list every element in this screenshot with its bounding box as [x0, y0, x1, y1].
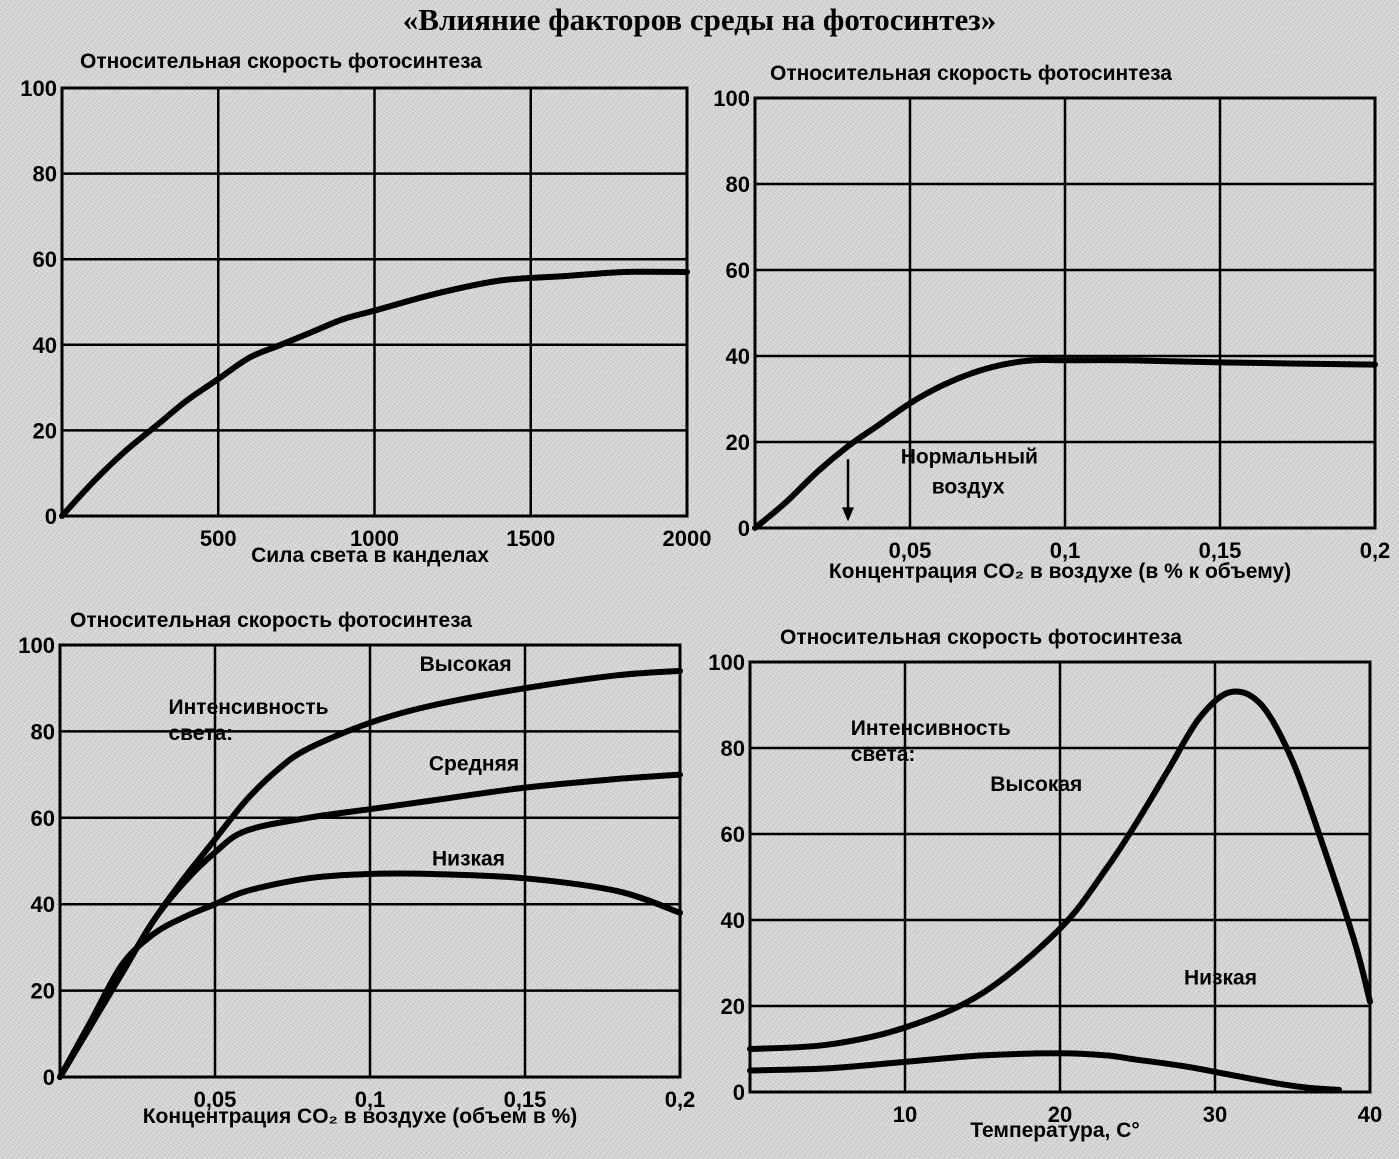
y-tick-label: 60 [31, 806, 55, 831]
y-tick-label: 60 [721, 822, 745, 847]
y-tick-label: 80 [31, 719, 55, 744]
series-line-1 [57, 771, 683, 1080]
x-tick-label: 1000 [350, 526, 399, 551]
y-tick-label: 100 [18, 633, 55, 658]
annotation-label: Высокая [420, 653, 512, 676]
annotation-label: света: [851, 743, 916, 766]
x-axis-label: Концентрация CO₂ в воздухе (объем в %) [143, 1105, 578, 1128]
x-tick-label: 0,1 [1050, 538, 1081, 563]
plot-frame [58, 643, 682, 1079]
y-tick-label: 40 [726, 344, 750, 369]
chart-temperature: Относительная скорость фотосинтеза 0 20 40 6… [708, 626, 1382, 1142]
x-axis-label: Концентрация CO₂ в воздухе (в % к объему… [829, 560, 1291, 583]
annotation-label: Интенсивность [169, 696, 329, 719]
x-axis-label: Сила света в канделах [251, 544, 489, 567]
y-tick-label: 60 [726, 258, 750, 283]
y-tick-label: 80 [33, 162, 57, 187]
series-line [59, 268, 690, 519]
x-tick-label: 40 [1358, 1102, 1382, 1127]
annotation-label: Высокая [990, 773, 1082, 796]
plot-frame [60, 86, 689, 518]
x-tick-label: 0,05 [194, 1087, 237, 1112]
annotation-label: Низкая [1184, 967, 1257, 990]
annotation-label: света: [169, 722, 234, 745]
y-tick-label: 20 [721, 994, 745, 1019]
series-line-0 [747, 688, 1373, 1052]
arrow-head-icon [842, 507, 854, 522]
y-tick-label: 20 [33, 418, 57, 443]
x-tick-label: 0,1 [355, 1087, 386, 1112]
y-tick-label: 40 [721, 908, 745, 933]
chart-title: Относительная скорость фотосинтеза [70, 609, 472, 632]
chart-light-intensity: Относительная скорость фотосинтеза 0 20 40 6… [20, 50, 711, 567]
annotation-label: Низкая [432, 847, 505, 870]
annotation-label: Средняя [429, 752, 519, 775]
y-tick-label: 20 [31, 979, 55, 1004]
series-line-1 [747, 1050, 1342, 1093]
y-tick-label: 100 [713, 86, 750, 111]
x-tick-label: 30 [1203, 1102, 1227, 1127]
x-tick-label: 0,2 [1360, 538, 1391, 563]
x-tick-label: 20 [1048, 1102, 1072, 1127]
y-tick-label: 0 [733, 1080, 745, 1105]
page-title: «Влияние факторов среды на фотосинтез» [402, 2, 997, 37]
annotation-label: воздух [932, 476, 1005, 499]
chart-title: Относительная скорость фотосинтеза [770, 62, 1172, 85]
annotation-label: Нормальный [901, 446, 1038, 469]
plot-frame [748, 660, 1372, 1094]
y-tick-label: 60 [33, 247, 57, 272]
chart-title: Относительная скорость фотосинтеза [780, 626, 1182, 649]
y-tick-label: 40 [33, 333, 57, 358]
annotation-label: Интенсивность [851, 717, 1011, 740]
x-tick-label: 1500 [506, 526, 555, 551]
y-tick-label: 0 [738, 516, 750, 541]
chart-co2-light-levels: Относительная скорость фотосинтеза 0 20 40 6… [18, 609, 696, 1128]
y-tick-label: 100 [708, 650, 745, 675]
y-tick-label: 80 [721, 736, 745, 761]
chart-co2-concentration: Относительная скорость фотосинтеза 0 20 40 6… [713, 62, 1391, 583]
chart-title: Относительная скорость фотосинтеза [80, 50, 482, 73]
x-tick-label: 0,15 [504, 1087, 547, 1112]
y-tick-label: 20 [726, 430, 750, 455]
x-tick-label: 0,15 [1199, 538, 1242, 563]
x-tick-label: 500 [200, 526, 237, 551]
y-tick-label: 40 [31, 892, 55, 917]
x-tick-label: 10 [893, 1102, 917, 1127]
x-tick-label: 0,2 [665, 1087, 696, 1112]
series-line-2 [57, 870, 683, 1080]
series-line [752, 356, 1378, 531]
x-tick-label: 0,05 [889, 538, 932, 563]
y-tick-label: 80 [726, 172, 750, 197]
plot-frame [753, 96, 1377, 530]
y-tick-label: 100 [20, 76, 57, 101]
x-tick-label: 2000 [663, 526, 712, 551]
y-tick-label: 0 [43, 1065, 55, 1090]
y-tick-label: 0 [45, 504, 57, 529]
x-axis-label: Температура, C° [970, 1119, 1140, 1142]
